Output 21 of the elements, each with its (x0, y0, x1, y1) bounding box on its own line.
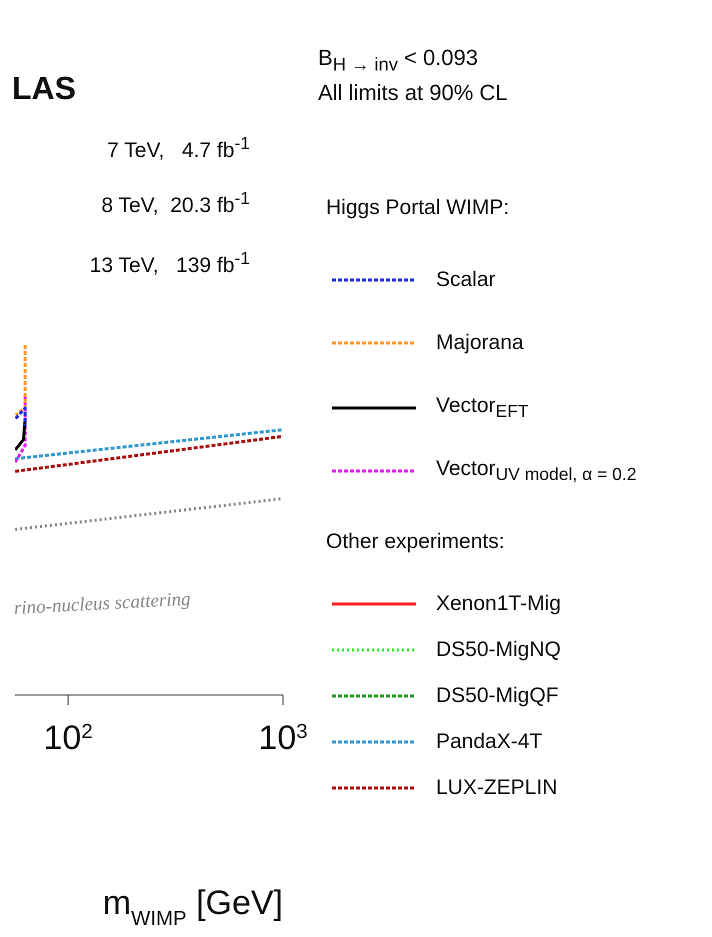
legend-label: Vector$_{UV model, α = 0.2}$ (436, 457, 636, 486)
annotation: rino-nucleus scattering (13, 588, 192, 620)
text: B$_{H → inv}$ < 0.093 (318, 45, 478, 76)
text: 13 TeV, 139 fb$^{-1}$ (90, 248, 250, 278)
x-tick-label: 10$^{3}$ (258, 719, 308, 757)
x-tick-label: 10$^{2}$ (44, 719, 93, 757)
text: 8 TeV, 20.3 fb$^{-1}$ (101, 188, 250, 218)
x-axis-title: m$_{WIMP}$ [GeV] (102, 884, 283, 930)
text: 7 TeV, 4.7 fb$^{-1}$ (107, 133, 250, 163)
legend-label: LUX-ZEPLIN (436, 776, 558, 800)
legend-label: Xenon1T-Mig (436, 592, 561, 616)
legend-label: Majorana (436, 331, 524, 355)
legend-label: DS50-MigQF (436, 684, 559, 708)
text: Other experiments: (326, 530, 505, 554)
legend-label: Scalar (436, 268, 496, 292)
text: All limits at 90% CL (318, 80, 508, 106)
text: Higgs Portal WIMP: (326, 196, 510, 220)
legend-label: Vector$_{EFT}$ (436, 394, 529, 422)
legend-label: DS50-MigNQ (436, 638, 561, 662)
legend-label: PandaX-4T (436, 730, 542, 754)
chart-title: LAS (12, 70, 76, 107)
